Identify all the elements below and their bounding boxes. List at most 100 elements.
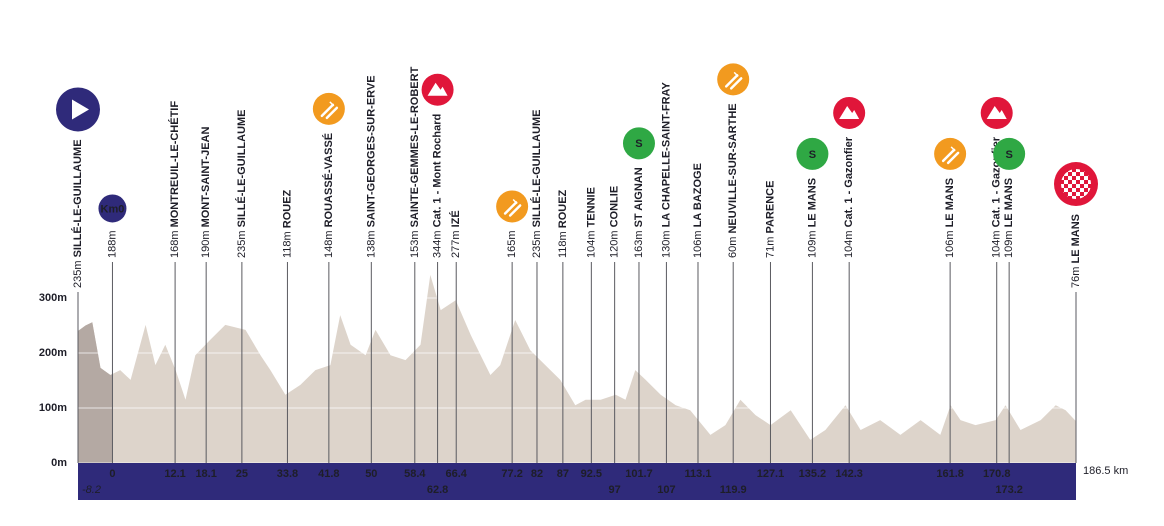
checker-cell xyxy=(1076,196,1080,200)
checker-cell xyxy=(1072,184,1076,189)
checker-cell xyxy=(1084,188,1088,193)
waypoint-name: SILLÉ-LE-GUILLAUME xyxy=(530,109,543,227)
waypoint-name: Cat. 1 - Gazonfier xyxy=(843,136,855,227)
icon-glyph xyxy=(839,105,860,119)
icon-glyph xyxy=(950,146,956,152)
waypoint-altitude: 104m xyxy=(991,230,1003,258)
km-label: 77.2 xyxy=(501,468,522,480)
waypoint-altitude: 153m xyxy=(409,230,421,258)
checker-cell xyxy=(1072,169,1076,173)
waypoint-label: 153m SAINTE-GEMMES-LE-ROBERT xyxy=(409,66,421,258)
icon-finish xyxy=(1054,162,1098,207)
waypoint-name: SAINTE-GEMMES-LE-ROBERT xyxy=(409,66,421,227)
waypoint-label: 163m ST AIGNAN xyxy=(633,167,645,258)
waypoint-altitude: 138m xyxy=(365,230,377,258)
checker-cell xyxy=(1084,180,1088,185)
waypoint-name: LE MANS xyxy=(1070,214,1082,264)
waypoint-altitude: 118m xyxy=(281,231,293,258)
checker-cell xyxy=(1084,184,1088,189)
waypoint-altitude: 235m xyxy=(236,230,248,258)
km-label: 119.9 xyxy=(720,484,747,496)
icon-start xyxy=(56,87,100,132)
checker-cell xyxy=(1084,172,1088,177)
waypoint-altitude: 148m xyxy=(323,230,335,258)
waypoint-label: 235m SILLÉ-LE-GUILLAUME xyxy=(71,139,84,288)
icon-feed xyxy=(717,63,750,96)
waypoint-altitude: 344m xyxy=(431,230,443,258)
km-label: 62.8 xyxy=(427,484,448,496)
y-tick-label: 200m xyxy=(39,347,67,359)
waypoint-name: ROUEZ xyxy=(281,189,293,228)
km-label: 161.8 xyxy=(936,468,964,480)
waypoint-altitude: 120m xyxy=(609,230,621,258)
waypoint-name: Cat. 1 - Mont Rochard xyxy=(431,114,443,228)
icon-feed xyxy=(934,137,967,170)
checker-cell xyxy=(1064,172,1068,177)
waypoint-name: NEUVILLE-SUR-SARTHE xyxy=(727,103,739,233)
icon-glyph xyxy=(512,198,518,204)
icon-circle xyxy=(622,127,655,160)
waypoint-altitude: 106m xyxy=(944,230,956,258)
checker-cell xyxy=(1088,184,1091,189)
icon-glyph xyxy=(325,106,339,120)
km-label: 82 xyxy=(531,468,543,480)
checker-cell xyxy=(1080,169,1084,173)
waypoint-name: SILLÉ-LE-GUILLAUME xyxy=(235,109,248,227)
waypoint-label: 60m NEUVILLE-SUR-SARTHE xyxy=(727,103,739,258)
km-label: 92.5 xyxy=(581,468,602,480)
waypoint-label: 109m LE MANS xyxy=(1003,178,1015,258)
waypoint-label: 188m xyxy=(106,230,118,258)
icon-text: S xyxy=(635,138,642,150)
checker-cell xyxy=(1064,176,1068,181)
waypoint-name: TENNIE xyxy=(585,187,597,227)
waypoint-label: 165m xyxy=(506,230,518,258)
checker-cell xyxy=(1080,192,1084,197)
waypoint-label: 106m LA BAZOGE xyxy=(692,163,704,258)
checker-cell xyxy=(1061,176,1064,181)
waypoint-label: 344m Cat. 1 - Mont Rochard xyxy=(431,114,443,258)
waypoint-name: LA CHAPELLE-SAINT-FRAY xyxy=(660,81,672,227)
icon-sprint: S xyxy=(622,127,655,160)
checker-cell xyxy=(1072,180,1076,185)
checker-cell xyxy=(1068,188,1072,193)
waypoint-name: LA BAZOGE xyxy=(692,163,704,227)
checker-cell xyxy=(1064,180,1068,185)
icon-glyph xyxy=(503,201,518,215)
icon-sprint: S xyxy=(993,137,1026,170)
checker-cell xyxy=(1080,172,1084,177)
waypoint-altitude: 165m xyxy=(506,230,518,258)
waypoint-label: 277m IZÉ xyxy=(449,210,462,258)
icon-climb xyxy=(833,96,866,129)
y-tick-label: 100m xyxy=(39,402,67,414)
waypoint-name: ST AIGNAN xyxy=(633,167,645,227)
waypoint-label: 235m SILLÉ-LE-GUILLAUME xyxy=(235,109,248,258)
checker-cell xyxy=(1072,176,1076,181)
waypoint-label: 138m SAINT-GEORGES-SUR-ERVE xyxy=(365,75,377,258)
icon-km0: Km0 xyxy=(98,194,127,223)
icon-text: S xyxy=(809,149,816,161)
checker-cell xyxy=(1072,196,1076,200)
waypoint-label: 190m MONT-SAINT-JEAN xyxy=(200,127,212,258)
waypoint-label: 104m Cat. 1 - Gazonfier xyxy=(843,136,855,258)
icon-text: Km0 xyxy=(101,203,125,215)
checker-cell xyxy=(1080,184,1084,189)
waypoint-name: ROUEZ xyxy=(557,189,569,228)
checker-cell xyxy=(1068,180,1072,185)
checker-cell xyxy=(1061,188,1064,193)
waypoint-name: ROUASSÉ-VASSÉ xyxy=(322,133,335,228)
km-label: 173.2 xyxy=(995,484,1023,496)
checker-cell xyxy=(1064,188,1068,193)
waypoint-altitude: 106m xyxy=(692,230,704,258)
checker-cell xyxy=(1072,188,1076,193)
km-label: 142.3 xyxy=(835,468,863,480)
km-label: 25 xyxy=(236,468,248,480)
icon-glyph xyxy=(729,77,743,90)
y-tick-label: 0m xyxy=(51,457,67,469)
waypoint-altitude: 109m xyxy=(806,230,818,258)
checker-cell xyxy=(1076,169,1080,173)
waypoint-altitude: 235m xyxy=(531,230,543,258)
km-label: 135.2 xyxy=(799,468,827,480)
checker-cell xyxy=(1061,184,1064,189)
